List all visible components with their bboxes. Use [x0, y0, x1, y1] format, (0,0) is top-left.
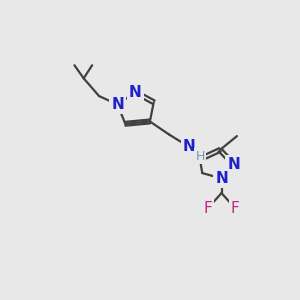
Text: F: F	[231, 201, 240, 216]
Text: N: N	[227, 157, 240, 172]
Text: H: H	[195, 150, 205, 163]
Text: N: N	[111, 97, 124, 112]
Text: F: F	[203, 201, 212, 216]
Text: N: N	[183, 140, 196, 154]
Text: N: N	[129, 85, 142, 100]
Text: N: N	[215, 171, 228, 186]
